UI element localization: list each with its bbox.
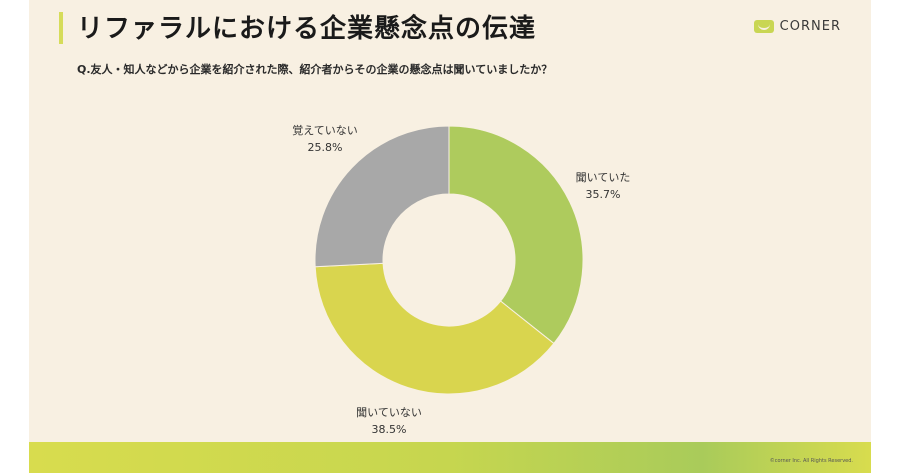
- title-accent-bar: [59, 12, 63, 44]
- slide: リファラルにおける企業懸念点の伝達 CORNER Q.友人・知人などから企業を紹…: [29, 0, 871, 473]
- corner-logo-icon: [753, 20, 774, 33]
- donut-chart: 聞いていた 35.7% 聞いていない 38.5% 覚えていない 25.8%: [292, 124, 631, 436]
- question-text: Q.友人・知人などから企業を紹介された際、紹介者からその企業の懸念点は聞いていま…: [77, 63, 553, 76]
- slice-not-heard-value: 38.5%: [372, 423, 407, 436]
- slice-heard-value: 35.7%: [586, 188, 621, 201]
- slice-not-heard: [314, 262, 555, 395]
- brand-logo: CORNER: [753, 19, 841, 34]
- slice-heard: [448, 125, 584, 345]
- page-title: リファラルにおける企業懸念点の伝達: [77, 14, 537, 44]
- slice-not-remember-label: 覚えていない: [292, 124, 357, 137]
- logo-text: CORNER: [779, 19, 841, 34]
- copyright-text: ©corner Inc. All Rights Reserved.: [769, 458, 853, 464]
- slice-not-heard-label: 聞いていない: [356, 406, 422, 419]
- slice-not-remember-value: 25.8%: [308, 141, 343, 154]
- slice-not-remember: [314, 125, 450, 268]
- slice-heard-label: 聞いていた: [576, 171, 631, 184]
- footer-strip: [29, 442, 871, 473]
